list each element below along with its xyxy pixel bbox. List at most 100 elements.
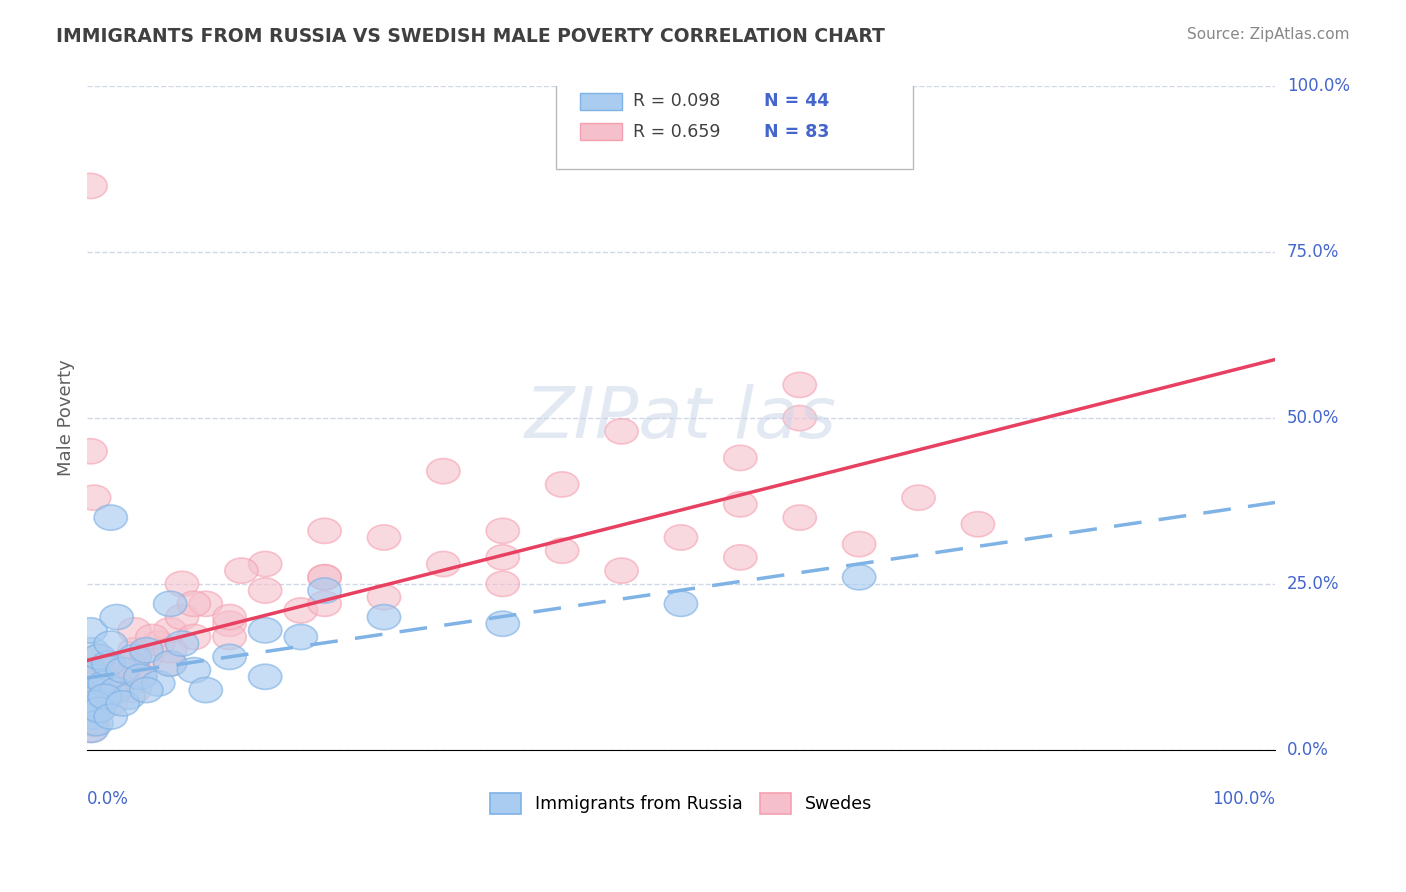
Ellipse shape xyxy=(112,684,145,709)
Ellipse shape xyxy=(75,439,107,464)
Ellipse shape xyxy=(75,704,107,729)
Ellipse shape xyxy=(367,605,401,630)
Ellipse shape xyxy=(367,584,401,610)
Ellipse shape xyxy=(212,644,246,670)
Ellipse shape xyxy=(94,677,128,703)
Ellipse shape xyxy=(225,558,259,583)
FancyBboxPatch shape xyxy=(581,93,621,110)
Legend: Immigrants from Russia, Swedes: Immigrants from Russia, Swedes xyxy=(482,786,879,821)
Ellipse shape xyxy=(177,624,211,649)
Text: R = 0.098: R = 0.098 xyxy=(634,92,721,110)
Ellipse shape xyxy=(783,505,817,530)
Ellipse shape xyxy=(72,684,105,709)
Ellipse shape xyxy=(486,611,519,636)
Ellipse shape xyxy=(142,671,174,696)
Ellipse shape xyxy=(84,677,118,703)
Ellipse shape xyxy=(153,618,187,643)
Ellipse shape xyxy=(124,665,157,690)
Ellipse shape xyxy=(249,578,281,603)
Ellipse shape xyxy=(124,665,157,690)
Ellipse shape xyxy=(486,518,519,543)
Ellipse shape xyxy=(73,657,105,682)
Ellipse shape xyxy=(80,684,112,709)
Ellipse shape xyxy=(367,524,401,550)
Ellipse shape xyxy=(75,690,108,716)
Ellipse shape xyxy=(129,644,163,670)
Ellipse shape xyxy=(100,677,134,703)
Ellipse shape xyxy=(724,545,756,570)
Ellipse shape xyxy=(129,677,163,703)
Ellipse shape xyxy=(77,677,111,703)
Ellipse shape xyxy=(166,571,198,597)
Text: 50.0%: 50.0% xyxy=(1286,409,1339,427)
Ellipse shape xyxy=(84,684,118,709)
Ellipse shape xyxy=(962,512,994,537)
Ellipse shape xyxy=(100,677,134,703)
Ellipse shape xyxy=(94,657,128,682)
Ellipse shape xyxy=(82,644,115,670)
Ellipse shape xyxy=(94,671,128,696)
FancyBboxPatch shape xyxy=(581,123,621,139)
Ellipse shape xyxy=(136,624,169,649)
Ellipse shape xyxy=(177,591,211,616)
Ellipse shape xyxy=(94,657,128,682)
Ellipse shape xyxy=(486,571,519,597)
Ellipse shape xyxy=(190,677,222,703)
Ellipse shape xyxy=(89,671,121,696)
Ellipse shape xyxy=(212,624,246,649)
Ellipse shape xyxy=(82,690,115,716)
Ellipse shape xyxy=(94,704,128,729)
Ellipse shape xyxy=(75,717,107,742)
Ellipse shape xyxy=(76,677,110,703)
Ellipse shape xyxy=(100,605,134,630)
Ellipse shape xyxy=(84,690,118,716)
Ellipse shape xyxy=(76,711,110,736)
Ellipse shape xyxy=(783,406,817,431)
Y-axis label: Male Poverty: Male Poverty xyxy=(58,359,75,476)
Ellipse shape xyxy=(842,532,876,557)
Ellipse shape xyxy=(546,472,579,497)
Ellipse shape xyxy=(249,665,281,690)
Ellipse shape xyxy=(94,631,128,657)
Ellipse shape xyxy=(190,591,222,616)
Ellipse shape xyxy=(75,704,107,729)
Ellipse shape xyxy=(783,372,817,398)
Ellipse shape xyxy=(82,698,115,723)
Ellipse shape xyxy=(77,690,111,716)
Ellipse shape xyxy=(75,671,107,696)
Ellipse shape xyxy=(73,698,105,723)
Text: N = 44: N = 44 xyxy=(763,92,830,110)
Ellipse shape xyxy=(118,657,150,682)
Ellipse shape xyxy=(249,618,281,643)
Ellipse shape xyxy=(166,631,198,657)
Ellipse shape xyxy=(75,717,108,742)
Text: N = 83: N = 83 xyxy=(763,122,830,141)
Ellipse shape xyxy=(308,565,342,590)
Ellipse shape xyxy=(77,485,111,510)
Ellipse shape xyxy=(77,665,111,690)
Ellipse shape xyxy=(153,638,187,663)
Ellipse shape xyxy=(82,657,114,682)
Ellipse shape xyxy=(79,698,112,723)
Ellipse shape xyxy=(91,651,125,676)
Ellipse shape xyxy=(89,684,121,709)
Ellipse shape xyxy=(284,598,318,623)
Ellipse shape xyxy=(118,677,150,703)
Text: 75.0%: 75.0% xyxy=(1286,244,1339,261)
Ellipse shape xyxy=(80,711,112,736)
Text: 25.0%: 25.0% xyxy=(1286,575,1340,593)
Ellipse shape xyxy=(177,657,211,682)
Text: IMMIGRANTS FROM RUSSIA VS SWEDISH MALE POVERTY CORRELATION CHART: IMMIGRANTS FROM RUSSIA VS SWEDISH MALE P… xyxy=(56,27,886,45)
Ellipse shape xyxy=(842,565,876,590)
Text: 100.0%: 100.0% xyxy=(1286,78,1350,95)
Ellipse shape xyxy=(901,485,935,510)
Ellipse shape xyxy=(605,418,638,444)
Ellipse shape xyxy=(76,711,110,736)
Ellipse shape xyxy=(308,565,342,590)
Ellipse shape xyxy=(112,671,145,696)
Ellipse shape xyxy=(105,657,139,682)
Ellipse shape xyxy=(153,591,187,616)
Ellipse shape xyxy=(166,605,198,630)
Ellipse shape xyxy=(212,611,246,636)
Ellipse shape xyxy=(664,591,697,616)
